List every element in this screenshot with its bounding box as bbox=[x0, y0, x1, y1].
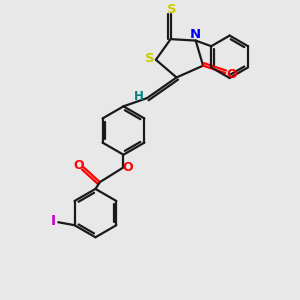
Text: S: S bbox=[145, 52, 154, 65]
Text: H: H bbox=[134, 90, 144, 103]
Text: O: O bbox=[226, 68, 237, 81]
Text: I: I bbox=[50, 214, 56, 228]
Text: S: S bbox=[167, 2, 176, 16]
Text: O: O bbox=[73, 159, 84, 172]
Text: O: O bbox=[123, 161, 133, 174]
Text: N: N bbox=[190, 28, 201, 40]
